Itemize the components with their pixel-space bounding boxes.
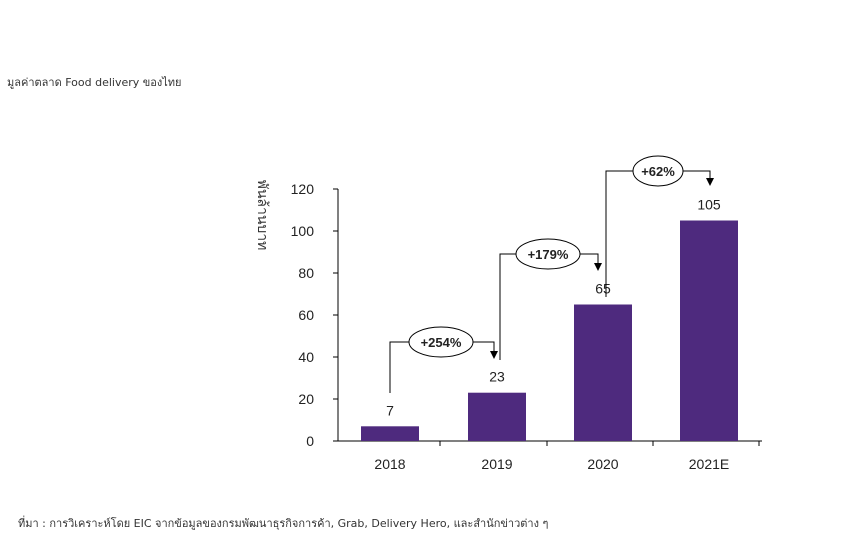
- data-label: 105: [697, 197, 721, 213]
- y-tick-label: 20: [298, 391, 314, 407]
- y-axis-label: พันล้านบาท: [255, 180, 271, 251]
- y-tick-label: 60: [298, 307, 314, 323]
- growth-label: +62%: [641, 164, 675, 179]
- x-tick-label: 2019: [481, 456, 512, 472]
- growth-bubble: [408, 326, 474, 358]
- x-tick-label: 2021E: [689, 456, 729, 472]
- source-note: ที่มา : การวิเคราะห์โดย EIC จากข้อมูลของ…: [18, 517, 549, 530]
- arrowhead-icon: [594, 263, 602, 271]
- arrowhead-icon: [490, 351, 498, 359]
- growth-label: +254%: [421, 335, 462, 350]
- data-label: 23: [489, 369, 505, 385]
- data-label: 7: [386, 402, 394, 418]
- y-tick-label: 100: [291, 223, 315, 239]
- y-tick-label: 40: [298, 349, 314, 365]
- growth-bubble: [632, 155, 684, 187]
- growth-bubble: [515, 238, 581, 270]
- growth-label: +179%: [528, 247, 569, 262]
- y-tick-label: 0: [306, 433, 314, 449]
- bar-2020: [574, 304, 632, 441]
- y-tick-label: 120: [291, 181, 315, 197]
- x-tick-label: 2018: [374, 456, 405, 472]
- bar-2019: [468, 392, 526, 441]
- x-tick-label: 2020: [587, 456, 618, 472]
- bar-2021E: [680, 220, 738, 441]
- arrowhead-icon: [706, 178, 714, 186]
- data-label: 65: [595, 281, 611, 297]
- y-tick-label: 80: [298, 265, 314, 281]
- chart-title: มูลค่าตลาด Food delivery ของไทย: [7, 76, 182, 89]
- bar-2018: [361, 426, 419, 441]
